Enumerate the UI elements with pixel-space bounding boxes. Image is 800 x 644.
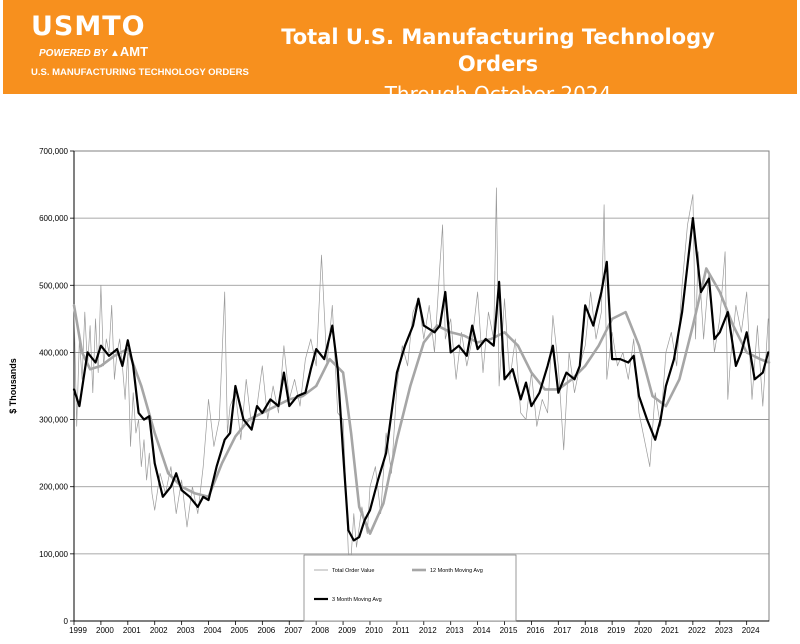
logo-tagline: U.S. MANUFACTURING TECHNOLOGY ORDERS (31, 67, 249, 78)
y-tick-label: 400,000 (39, 348, 68, 357)
x-tick-label: 2017 (553, 626, 571, 635)
x-tick-label: 2021 (661, 626, 679, 635)
page-subtitle: Through October 2024 (384, 82, 612, 106)
series-total-order-value (73, 187, 769, 558)
legend-label: Total Order Value (332, 568, 374, 574)
x-tick-label: 2010 (365, 626, 383, 635)
usmto-logo: USMTO POWERED BY ▲AMT U.S. MANUFACTURING… (31, 11, 249, 79)
header-banner: USMTO POWERED BY ▲AMT U.S. MANUFACTURING… (3, 0, 797, 106)
y-tick-label: 300,000 (39, 416, 68, 425)
legend (303, 554, 517, 622)
x-tick-label: 2022 (688, 626, 706, 635)
x-tick-label: 2001 (123, 626, 141, 635)
logo-powered-by: POWERED BY ▲AMT (39, 44, 249, 59)
x-tick-label: 2023 (715, 626, 733, 635)
x-tick-label: 1999 (69, 626, 87, 635)
x-tick-label: 2011 (392, 626, 410, 635)
y-tick-label: 0 (64, 617, 69, 626)
x-tick-label: 2002 (150, 626, 168, 635)
y-tick-label: 600,000 (39, 214, 68, 223)
y-axis-label: $ Thousands (8, 358, 18, 414)
orders-line-chart: 0 100,000 200,000 300,000 400,000 500,000 600,… (8, 147, 771, 635)
title-block: Total U.S. Manufacturing Technology Orde… (238, 24, 758, 108)
x-tick-label: 2024 (742, 626, 760, 635)
legend-label: 3 Month Moving Avg (332, 597, 382, 603)
logo-amt-text: AMT (119, 44, 149, 59)
x-tick-label: 2009 (338, 626, 356, 635)
x-tick-label: 2012 (419, 626, 437, 635)
x-tick-label: 2004 (204, 626, 222, 635)
y-tick-label: 700,000 (39, 147, 68, 156)
x-tick-label: 2008 (311, 626, 329, 635)
x-tick-label: 2005 (231, 626, 249, 635)
x-tick-label: 2006 (257, 626, 275, 635)
x-tick-label: 2014 (473, 626, 491, 635)
y-tick-label: 500,000 (39, 281, 68, 290)
x-tick-label: 2020 (634, 626, 652, 635)
amt-icon: ▲ (109, 48, 120, 59)
x-tick-label: 2000 (96, 626, 114, 635)
x-tick-label: 2018 (580, 626, 598, 635)
x-tick-label: 2003 (177, 626, 195, 635)
x-tick-label: 2016 (527, 626, 545, 635)
legend-label: 12 Month Moving Avg (430, 568, 483, 574)
plot-area (73, 150, 770, 622)
logo-text: USMTO (31, 11, 146, 42)
series-3-month-moving-avg (72, 216, 770, 542)
page-title: Total U.S. Manufacturing Technology Orde… (281, 25, 715, 76)
y-tick-label: 100,000 (39, 550, 68, 559)
x-tick-label: 2015 (500, 626, 518, 635)
x-tick-label: 2019 (607, 626, 625, 635)
logo-powered-text: POWERED BY (39, 48, 108, 59)
x-tick-label: 2007 (284, 626, 302, 635)
x-tick-label: 2013 (446, 626, 464, 635)
y-tick-label: 200,000 (39, 483, 68, 492)
